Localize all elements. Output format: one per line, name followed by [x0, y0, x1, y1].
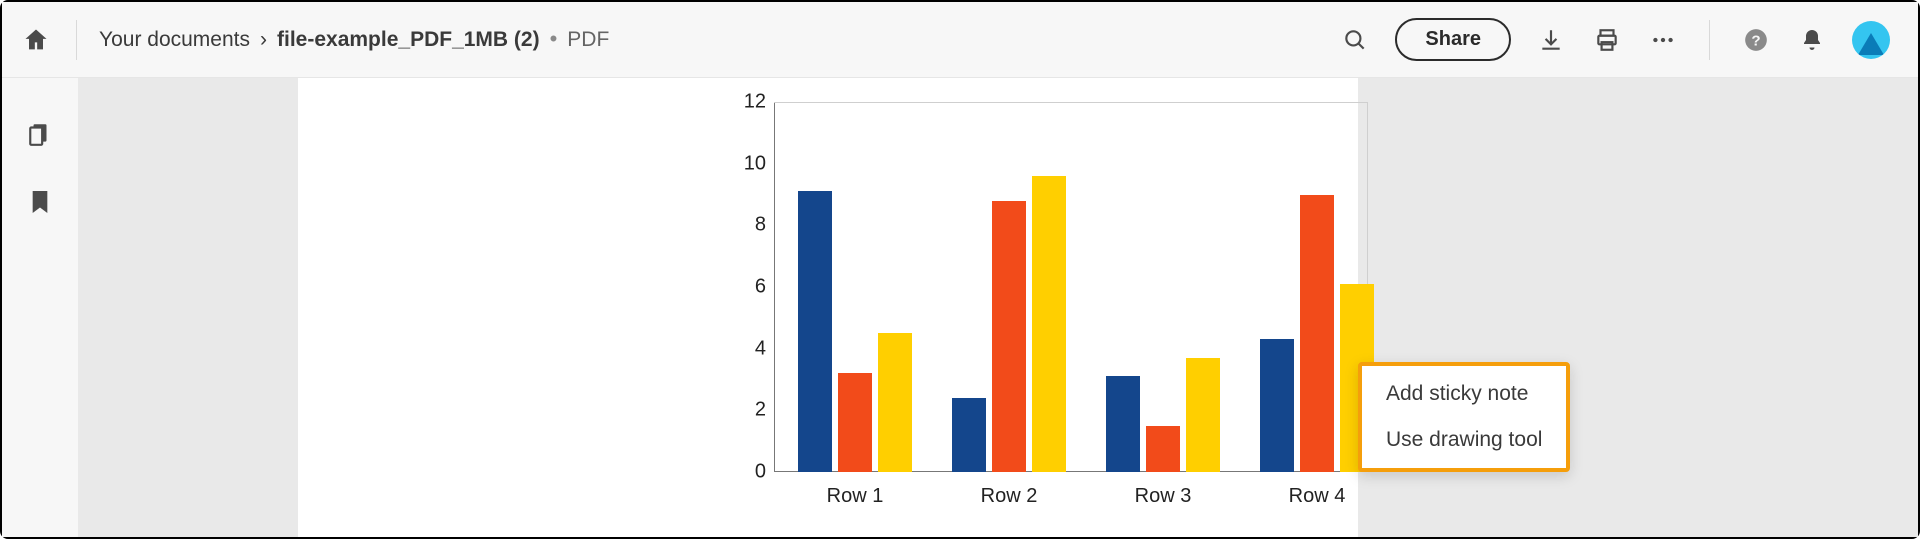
context-menu-item[interactable]: Use drawing tool — [1386, 428, 1542, 452]
thumbnails-icon[interactable] — [24, 118, 56, 150]
context-menu-item[interactable]: Add sticky note — [1386, 382, 1542, 406]
y-tick-label: 4 — [728, 337, 766, 360]
avatar[interactable] — [1852, 21, 1890, 59]
breadcrumb-file: file-example_PDF_1MB (2) — [277, 28, 540, 52]
y-tick-label: 8 — [728, 214, 766, 237]
header-actions: Share ? — [1339, 18, 1890, 61]
chart-bar — [838, 373, 872, 472]
chart-bar — [1106, 376, 1140, 472]
more-icon[interactable] — [1647, 24, 1679, 56]
bar-chart: 024681012Row 1Row 2Row 3Row 4 — [728, 102, 1368, 512]
y-tick-label: 2 — [728, 399, 766, 422]
chart-bar — [878, 333, 912, 472]
breadcrumb-folder[interactable]: Your documents — [99, 28, 250, 52]
print-icon[interactable] — [1591, 24, 1623, 56]
x-tick-label: Row 2 — [981, 485, 1038, 508]
y-tick-label: 0 — [728, 461, 766, 484]
breadcrumb: Your documents › file-example_PDF_1MB (2… — [99, 28, 609, 52]
workspace: 0 2 4 6 8 10 12 Row 1 Row 2 Row 3 Row 4 Add sticky… — [2, 78, 1918, 537]
chart-bar — [1186, 358, 1220, 472]
chart-bar — [1260, 339, 1294, 472]
document-page: 0 2 4 6 8 10 12 Row 1 Row 2 Row 3 Row 4 — [298, 78, 1358, 537]
left-rail — [2, 78, 78, 537]
chart-bar — [952, 398, 986, 472]
help-icon[interactable]: ? — [1740, 24, 1772, 56]
chart-plot-area — [774, 102, 1368, 472]
breadcrumb-ext: PDF — [567, 28, 609, 52]
chart-bar — [1032, 176, 1066, 472]
context-menu: Add sticky note Use drawing tool — [1358, 362, 1570, 472]
svg-text:?: ? — [1751, 32, 1760, 49]
share-button[interactable]: Share — [1395, 18, 1511, 61]
chart-bar — [992, 201, 1026, 472]
divider — [1709, 20, 1710, 60]
document-shell: 0 2 4 6 8 10 12 Row 1 Row 2 Row 3 Row 4 Add sticky… — [78, 78, 1918, 537]
chart-bar — [798, 191, 832, 472]
chevron-right-icon: › — [260, 28, 267, 52]
download-icon[interactable] — [1535, 24, 1567, 56]
x-tick-label: Row 3 — [1135, 485, 1192, 508]
header-bar: Your documents › file-example_PDF_1MB (2… — [2, 2, 1918, 78]
x-tick-label: Row 1 — [827, 485, 884, 508]
y-tick-label: 12 — [728, 91, 766, 114]
y-tick-label: 10 — [728, 152, 766, 175]
y-axis — [774, 103, 775, 472]
chart-bar — [1300, 195, 1334, 473]
divider — [76, 20, 77, 60]
chart-bar — [1146, 426, 1180, 472]
x-tick-label: Row 4 — [1289, 485, 1346, 508]
y-tick-label: 6 — [728, 276, 766, 299]
bookmark-icon[interactable] — [24, 186, 56, 218]
search-icon[interactable] — [1339, 24, 1371, 56]
home-icon[interactable] — [18, 22, 54, 58]
notifications-icon[interactable] — [1796, 24, 1828, 56]
